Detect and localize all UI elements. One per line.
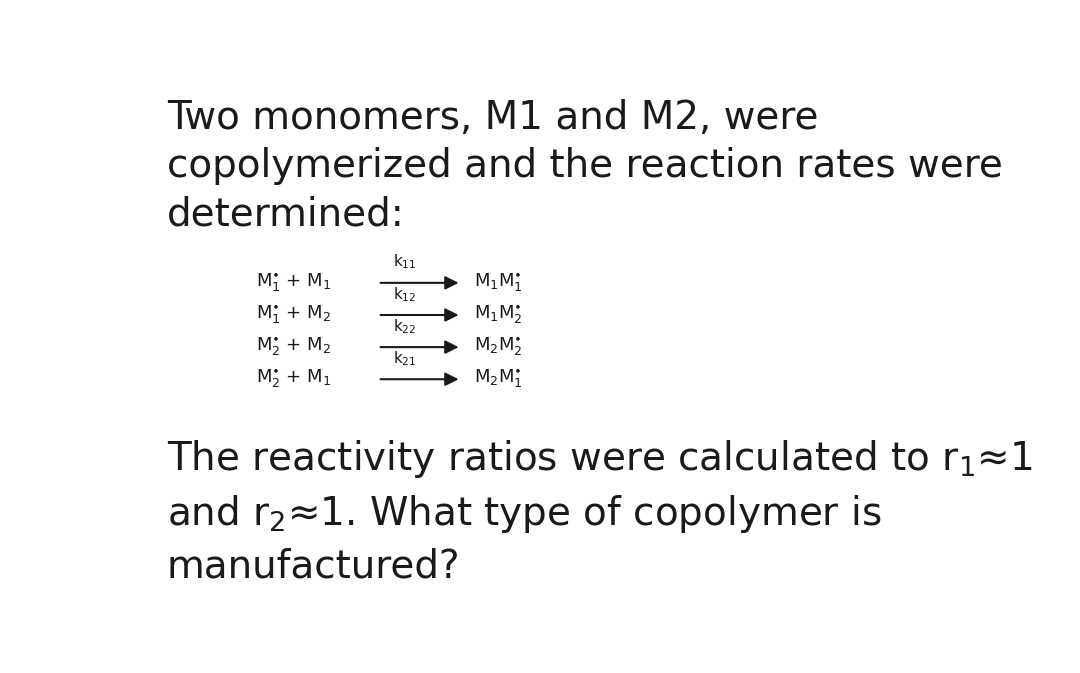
Text: Two monomers, M1 and M2, were
copolymerized and the reaction rates were
determin: Two monomers, M1 and M2, were copolymeri… (166, 99, 1002, 234)
Text: $\mathrm{M_1^{\bullet}}$ + $\mathrm{M_1}$: $\mathrm{M_1^{\bullet}}$ + $\mathrm{M_1}… (256, 272, 332, 294)
Text: $\mathrm{M_2^{\bullet}}$ + $\mathrm{M_2}$: $\mathrm{M_2^{\bullet}}$ + $\mathrm{M_2}… (256, 336, 332, 358)
Text: $\mathrm{k_{11}}$: $\mathrm{k_{11}}$ (393, 253, 416, 271)
Text: The reactivity ratios were calculated to r$_1$≈1: The reactivity ratios were calculated to… (166, 438, 1032, 481)
Text: $\mathrm{k_{12}}$: $\mathrm{k_{12}}$ (393, 285, 416, 304)
Text: $\mathrm{M_2^{\bullet}}$ + $\mathrm{M_1}$: $\mathrm{M_2^{\bullet}}$ + $\mathrm{M_1}… (256, 368, 332, 390)
Text: $\mathrm{k_{21}}$: $\mathrm{k_{21}}$ (393, 349, 416, 368)
Text: and r$_2$≈1. What type of copolymer is: and r$_2$≈1. What type of copolymer is (166, 493, 881, 535)
Text: $\mathrm{M_1^{\bullet}}$ + $\mathrm{M_2}$: $\mathrm{M_1^{\bullet}}$ + $\mathrm{M_2}… (256, 304, 332, 326)
Text: $\mathrm{k_{22}}$: $\mathrm{k_{22}}$ (393, 317, 416, 336)
Text: manufactured?: manufactured? (166, 547, 460, 585)
Text: $\mathrm{M_2M_2^{\bullet}}$: $\mathrm{M_2M_2^{\bullet}}$ (474, 336, 523, 358)
Text: $\mathrm{M_2M_1^{\bullet}}$: $\mathrm{M_2M_1^{\bullet}}$ (474, 368, 523, 390)
Text: $\mathrm{M_1M_2^{\bullet}}$: $\mathrm{M_1M_2^{\bullet}}$ (474, 304, 523, 326)
Text: $\mathrm{M_1M_1^{\bullet}}$: $\mathrm{M_1M_1^{\bullet}}$ (474, 272, 523, 294)
